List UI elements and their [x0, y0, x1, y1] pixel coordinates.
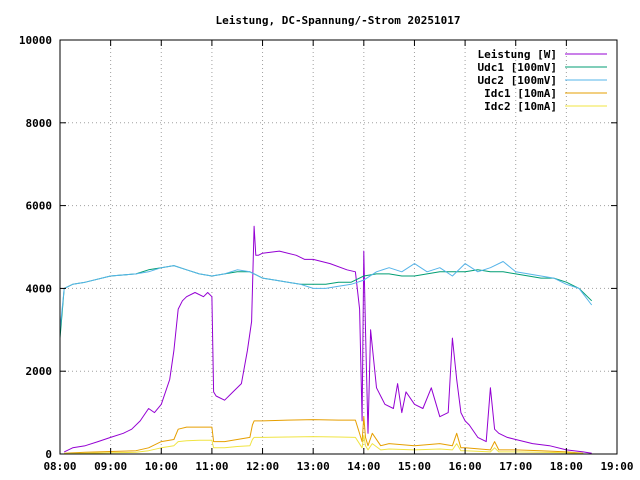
x-tick-label: 10:00	[145, 460, 178, 473]
y-tick-label: 10000	[19, 34, 52, 47]
y-tick-label: 6000	[26, 200, 53, 213]
x-axis-ticks: 08:00 09:00 10:00 11:00 12:00 13:00 14:00 15:00…	[43, 40, 634, 473]
y-tick-label: 4000	[26, 282, 53, 295]
x-tick-label: 14:00	[347, 460, 380, 473]
x-tick-label: 18:00	[550, 460, 583, 473]
series-line-2	[59, 265, 593, 339]
x-tick-label: 12:00	[246, 460, 279, 473]
y-axis-ticks: 0 2000 4000 6000 8000 10000	[19, 34, 617, 461]
legend-label: Leistung [W]	[478, 48, 557, 61]
legend-label: Idc1 [10mA]	[484, 87, 557, 100]
x-tick-label: 17:00	[499, 460, 532, 473]
x-tick-label: 15:00	[398, 460, 431, 473]
x-tick-label: 16:00	[449, 460, 482, 473]
x-tick-label: 08:00	[43, 460, 76, 473]
series-line-5	[64, 434, 584, 455]
y-tick-label: 2000	[26, 365, 53, 378]
legend-label: Idc2 [10mA]	[484, 100, 557, 113]
legend: Leistung [W]Udc1 [100mV]Udc2 [100mV]Idc1…	[478, 48, 607, 113]
grid-lines	[60, 40, 617, 454]
x-tick-label: 11:00	[195, 460, 228, 473]
chart-title: Leistung, DC-Spannung/-Strom 20251017	[215, 14, 460, 27]
y-tick-label: 8000	[26, 117, 53, 130]
series-line-3	[59, 261, 593, 330]
x-tick-label: 13:00	[297, 460, 330, 473]
series-line-1	[63, 225, 592, 454]
legend-label: Udc2 [100mV]	[478, 74, 557, 87]
series-line-4	[64, 416, 584, 454]
y-tick-label: 0	[45, 448, 52, 461]
plot-frame	[59, 39, 618, 455]
x-tick-label: 09:00	[94, 460, 127, 473]
x-tick-label: 19:00	[600, 460, 633, 473]
series-layer	[59, 225, 593, 455]
legend-label: Udc1 [100mV]	[478, 61, 557, 74]
